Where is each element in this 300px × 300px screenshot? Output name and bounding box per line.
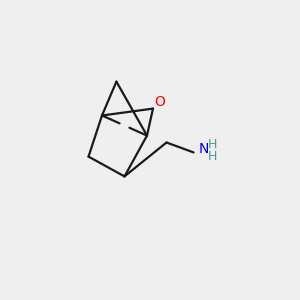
Text: O: O	[154, 95, 165, 109]
Text: N: N	[198, 142, 208, 156]
Text: H: H	[208, 137, 217, 151]
Text: H: H	[208, 150, 217, 163]
